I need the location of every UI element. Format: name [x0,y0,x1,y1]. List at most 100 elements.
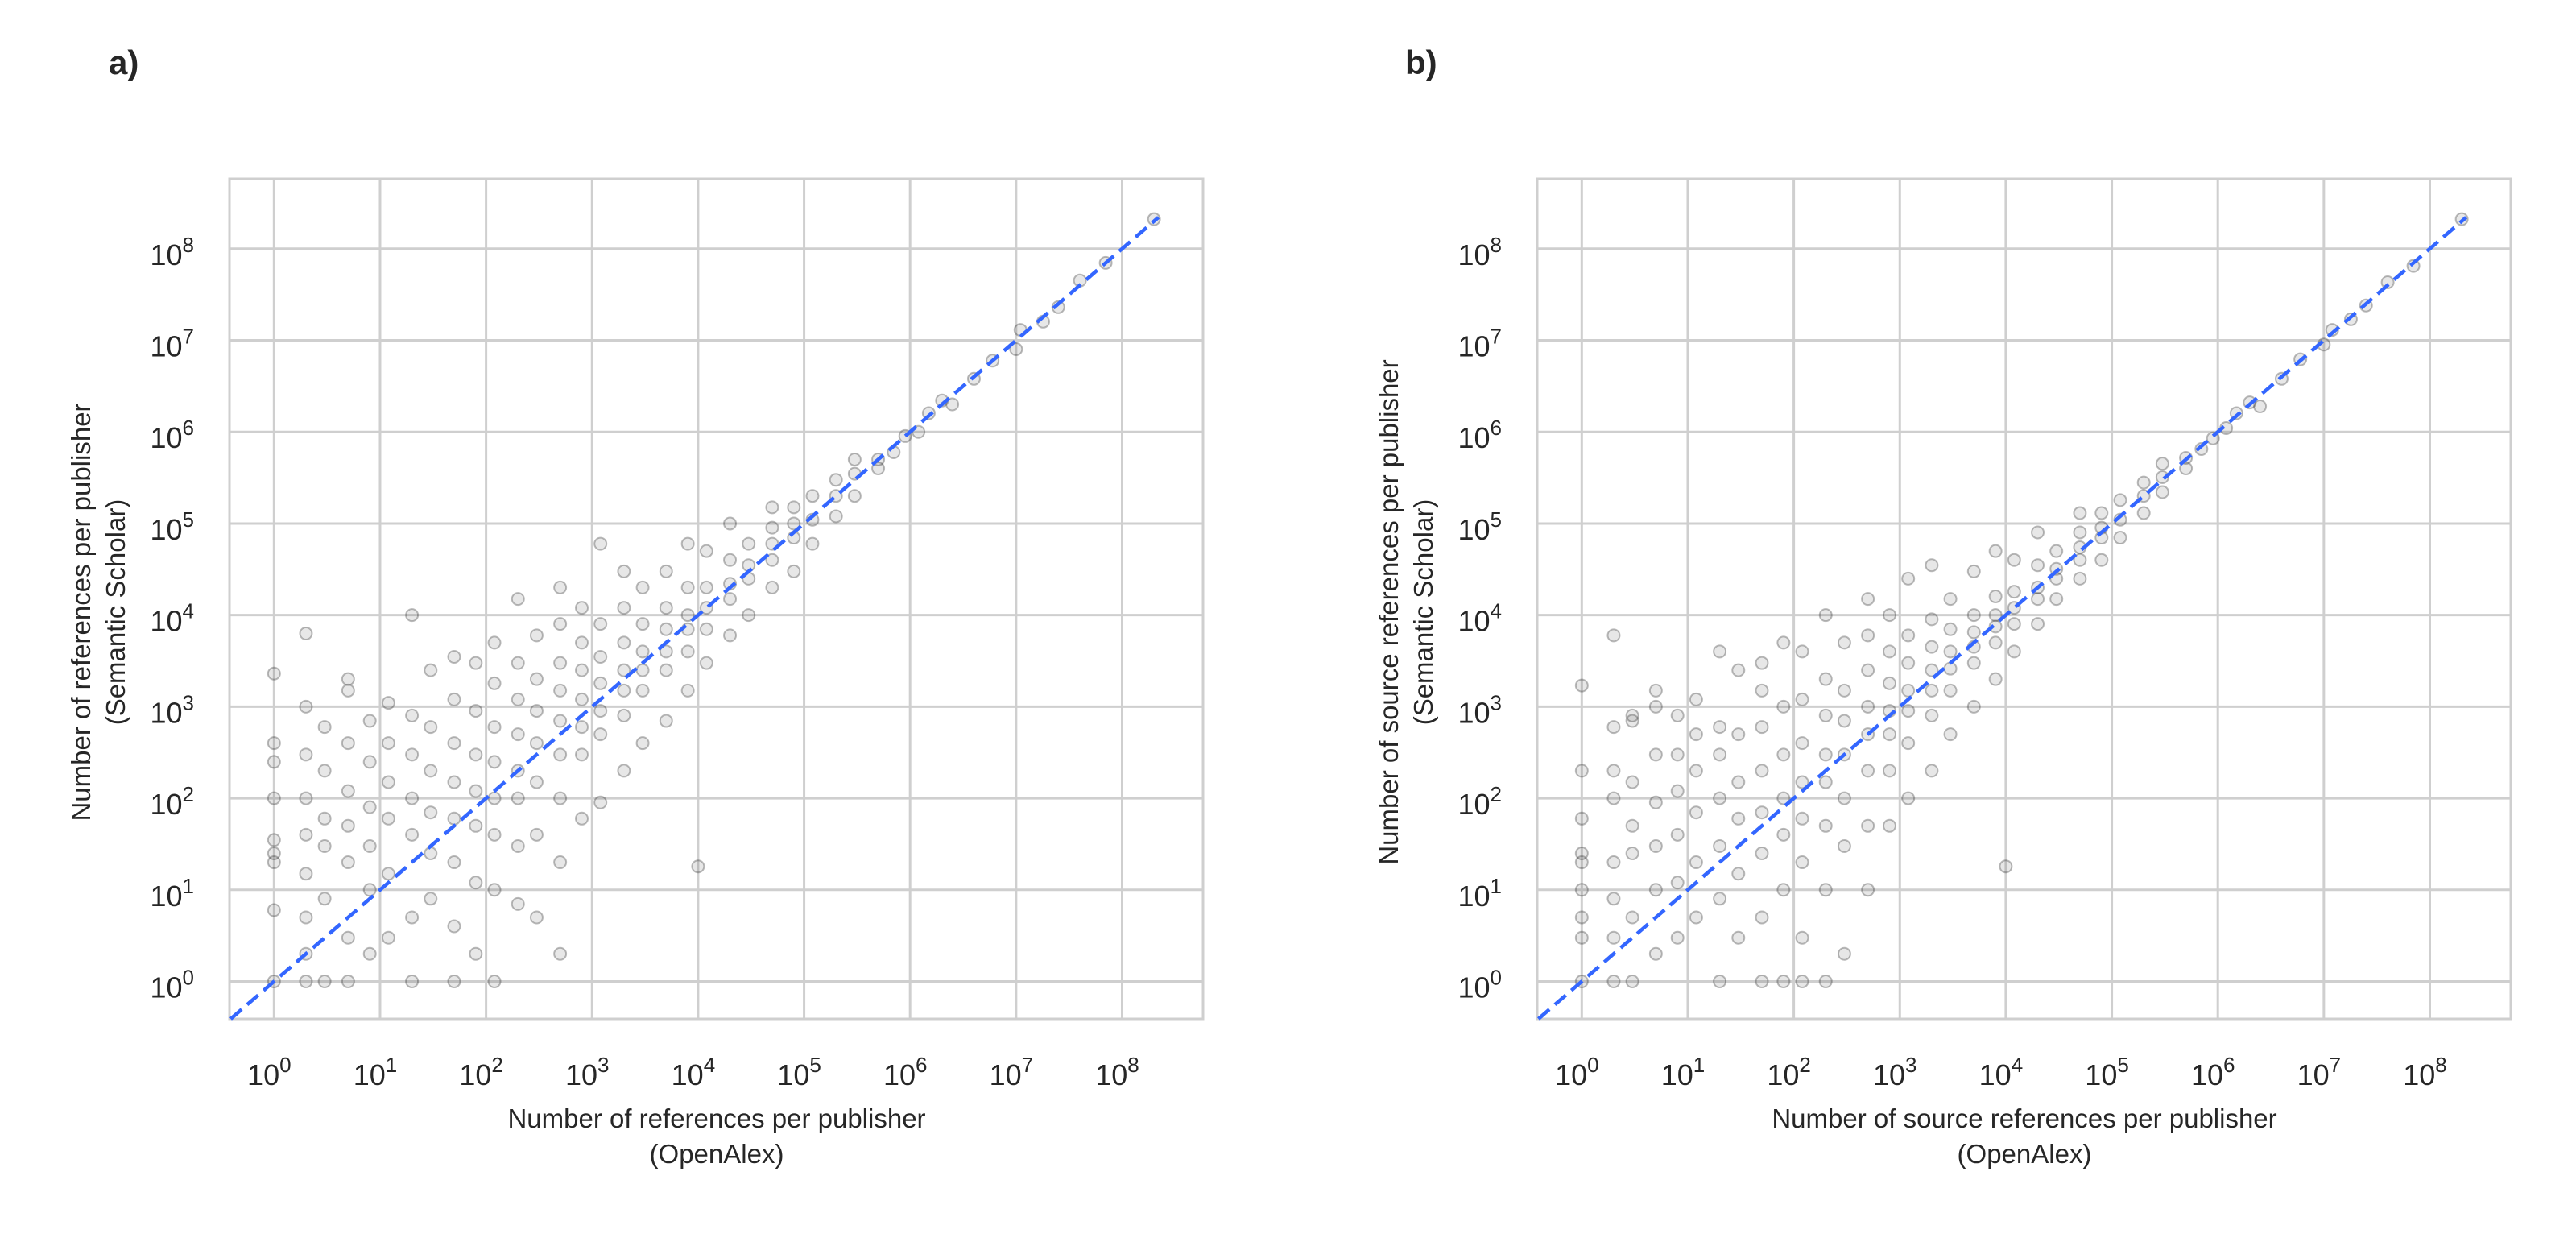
data-point [1837,683,1851,698]
y-tick-label: 106 [1458,416,1502,454]
data-point [1795,644,1809,659]
x-tick-label: 102 [1767,1053,1811,1091]
data-point [447,775,461,789]
data-point [405,747,420,762]
data-point [299,867,313,881]
data-point [1901,656,1916,670]
data-point [617,708,631,722]
data-point [299,791,313,805]
data-point [1776,791,1791,805]
data-point [2179,461,2194,475]
data-point [1795,775,1809,789]
x-tick-label: 106 [883,1053,928,1091]
data-point [529,827,544,842]
data-point [1625,714,1639,728]
data-point [2031,617,2045,631]
data-point [405,791,420,805]
data-point [2073,571,2087,586]
y-tick-label: 107 [1458,325,1502,363]
data-point [487,720,502,735]
x-tick-label: 108 [2403,1053,2447,1091]
axes-frame [1536,177,2512,1021]
panel-b: b) Number of source references per publi… [1374,43,2512,1169]
data-point [723,592,738,607]
data-point [1943,727,1958,742]
data-point [267,847,281,861]
data-point [1625,974,1639,988]
y-tick-label: 105 [150,507,194,546]
data-point [341,784,355,798]
data-point [341,855,355,870]
data-point [317,811,332,826]
data-point [659,663,673,677]
data-point [680,644,695,659]
data-point [617,663,631,677]
data-point [469,946,483,961]
data-point [1606,855,1621,870]
data-point [805,536,820,551]
y-tick-label: 103 [150,690,194,729]
data-point [2031,558,2045,573]
data-point [511,896,525,911]
data-point [691,859,705,874]
data-point [447,919,461,934]
data-point [2031,592,2045,607]
y-axis-label-line-1: Number of references per publisher [66,403,96,821]
x-tick-label: 103 [565,1053,610,1091]
data-point [299,827,313,842]
data-point [593,676,608,690]
data-point [1625,775,1639,789]
data-point [1861,628,1875,643]
data-point [362,883,377,897]
data-point [511,791,525,805]
y-tick-label: 102 [150,782,194,821]
data-point [1901,791,1916,805]
data-point [1731,663,1746,677]
data-point [1606,892,1621,906]
data-point [2007,644,2021,659]
data-point [299,974,313,988]
data-point [635,663,650,677]
data-point [635,644,650,659]
reference-line-y-equals-x [1537,216,2468,1021]
data-point [575,720,589,735]
data-point [553,656,568,670]
x-axis-label-line-1: Number of source references per publishe… [1772,1103,2276,1133]
data-point [1755,847,1769,861]
data-point [593,617,608,631]
data-point [341,672,355,686]
data-point [723,628,738,643]
data-point [1901,704,1916,718]
data-point [447,649,461,664]
data-point [1999,859,2013,874]
data-point [2194,442,2209,457]
data-point [575,663,589,677]
data-point [299,699,313,714]
plot-area: 100 100 101 101 102 102 103 103 104 104 105 105 106 1… [1458,177,2512,1091]
data-point [267,755,281,769]
data-point [1966,699,1981,714]
data-point [487,676,502,690]
data-point [805,489,820,503]
data-point [1837,946,1851,961]
data-point [2073,553,2087,567]
data-point [405,910,420,925]
data-point [317,892,332,906]
data-point [680,536,695,551]
data-point [1818,708,1833,722]
data-point [1731,811,1746,826]
data-point [1795,974,1809,988]
data-point [1625,847,1639,861]
data-point [469,784,483,798]
data-point [1606,930,1621,945]
x-tick-label: 100 [247,1053,292,1091]
reference-line-y-equals-x [229,216,1160,1021]
data-point [2049,592,2064,607]
data-point [1776,747,1791,762]
data-point [447,736,461,751]
y-axis-label-line-2: (Semantic Scholar) [101,499,130,726]
data-point [699,622,713,636]
data-point [1606,974,1621,988]
data-point [680,580,695,594]
x-tick-label: 107 [2297,1053,2342,1091]
